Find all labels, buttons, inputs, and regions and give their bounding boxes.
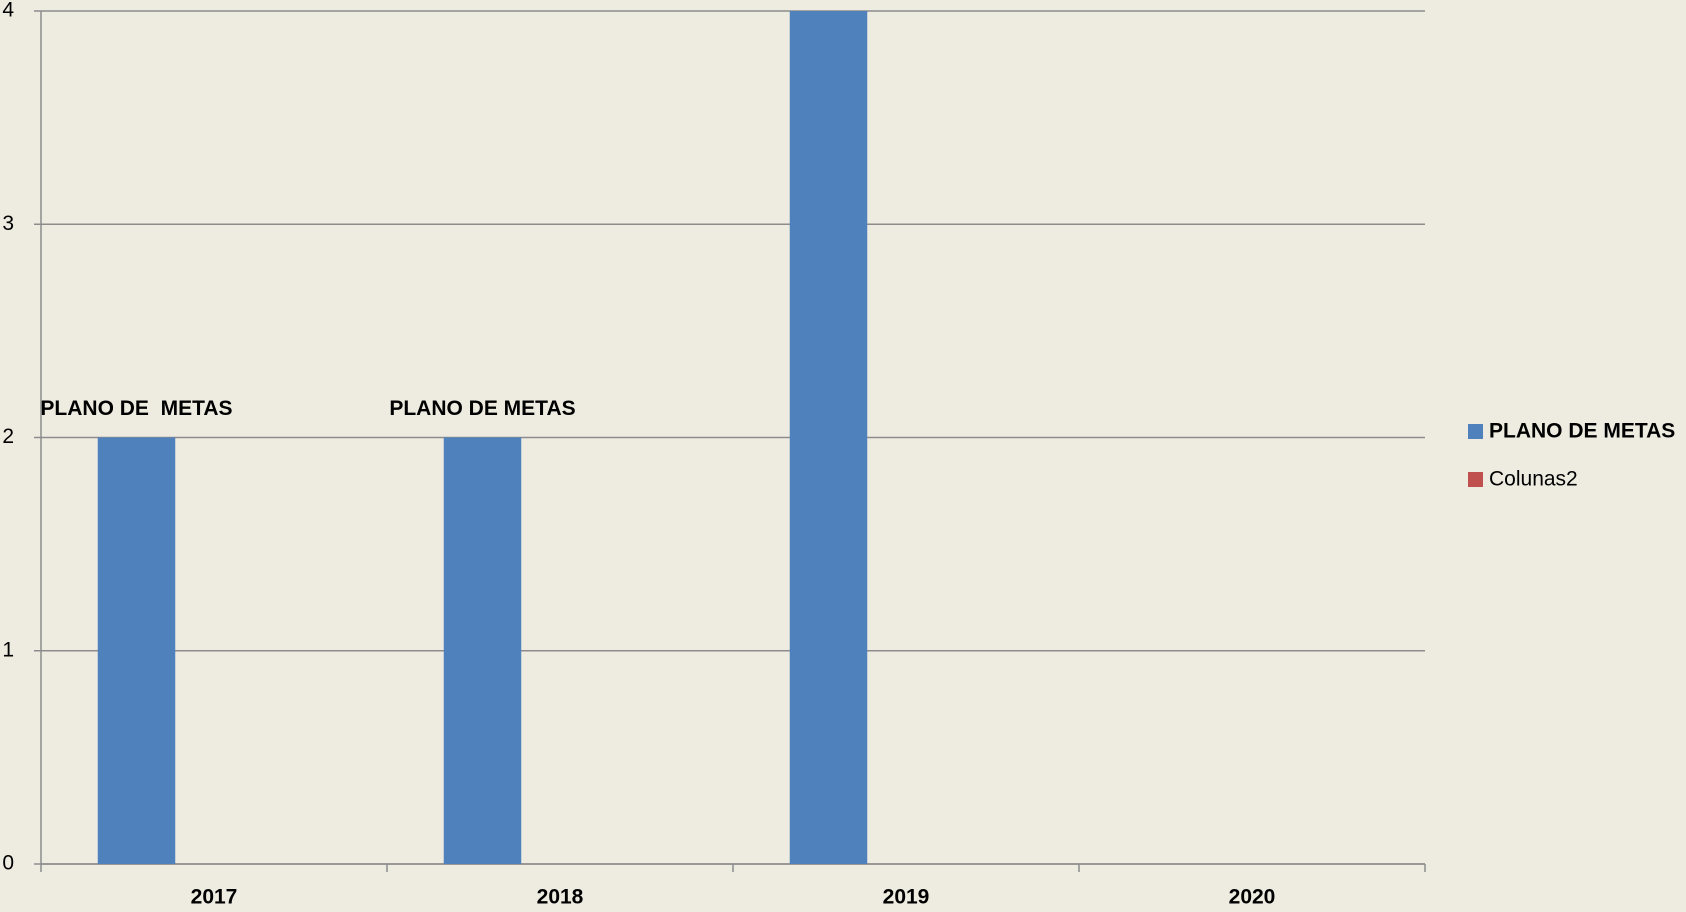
legend-swatch xyxy=(1468,424,1483,439)
x-tick-label: 2019 xyxy=(883,886,930,909)
bar xyxy=(97,437,176,864)
x-tick-label: 2020 xyxy=(1229,886,1276,909)
y-tick-label: 4 xyxy=(2,0,14,22)
data-label: PLANO DE METAS xyxy=(40,397,232,420)
x-tick-label: 2018 xyxy=(537,886,584,909)
bar xyxy=(789,11,868,864)
y-tick-label: 2 xyxy=(2,425,14,448)
y-tick-label: 0 xyxy=(2,852,14,875)
x-tick-label: 2017 xyxy=(191,886,238,909)
bar xyxy=(443,437,522,864)
legend-label: PLANO DE METAS xyxy=(1489,420,1675,443)
legend-label: Colunas2 xyxy=(1489,468,1578,491)
y-tick-label: 1 xyxy=(2,638,14,661)
y-tick-label: 3 xyxy=(2,212,14,235)
legend-swatch xyxy=(1468,472,1483,487)
data-label: PLANO DE METAS xyxy=(389,397,575,420)
